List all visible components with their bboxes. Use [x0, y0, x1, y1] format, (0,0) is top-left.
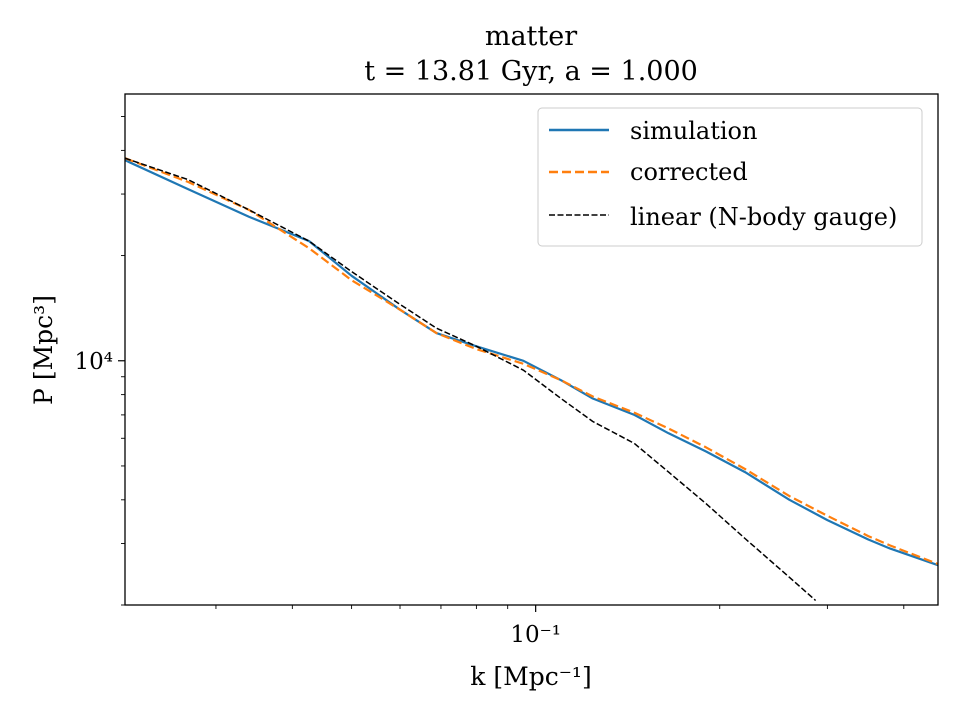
series-line-corrected [125, 157, 938, 566]
series-line-linear [125, 157, 817, 602]
y-tick-label: 10⁴ [75, 349, 114, 375]
axis-ticks: 10⁻¹ 10⁴ [75, 116, 905, 648]
chart-subtitle: t = 13.81 Gyr, a = 1.000 [364, 56, 698, 87]
plot-frame [124, 93, 939, 606]
x-tick-label: 10⁻¹ [510, 622, 561, 648]
series-lines [125, 157, 938, 602]
legend: simulation corrected linear (N-body gaug… [537, 107, 923, 247]
legend-label-corrected: corrected [630, 158, 748, 186]
y-axis-label: P [Mpc³] [29, 295, 58, 405]
legend-box [537, 107, 923, 247]
legend-label-simulation: simulation [630, 117, 757, 145]
chart-title: matter [485, 21, 577, 52]
legend-label-linear: linear (N-body gauge) [630, 203, 897, 231]
x-axis-label: k [Mpc⁻¹] [470, 662, 591, 691]
